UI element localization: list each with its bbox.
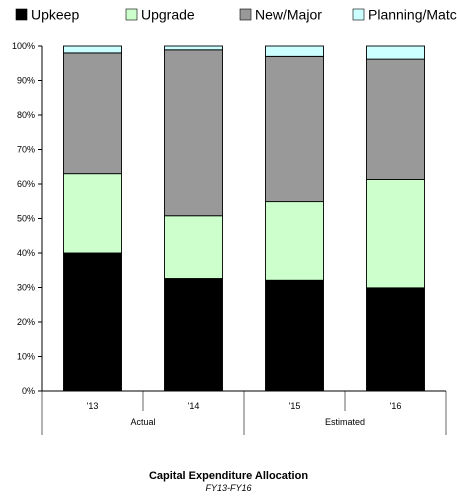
bar-segment-3-2 <box>265 45 324 57</box>
bar-segment-0-1 <box>164 278 223 392</box>
x-category-label: '15 <box>289 401 301 411</box>
y-tick-label: 20% <box>17 317 35 327</box>
legend-swatch-3 <box>352 8 365 21</box>
y-tick-label: 10% <box>17 352 35 362</box>
y-tick-label: 30% <box>17 283 35 293</box>
chart-subtitle: FY13-FY16 <box>205 483 252 493</box>
bars <box>63 45 425 392</box>
y-tick-label: 0% <box>22 386 35 396</box>
x-category-label: '16 <box>390 401 402 411</box>
y-tick-label: 70% <box>17 145 35 155</box>
legend-label-0: Upkeep <box>31 7 79 23</box>
bar-segment-2-1 <box>164 49 223 217</box>
group-label-1: Estimated <box>325 417 365 427</box>
y-axis: 0% 10% 20% 30% 40% 50% 60% 70% 80% 90% 100% <box>12 41 43 396</box>
bar-segment-1-2 <box>265 201 324 281</box>
bar-segment-2-2 <box>265 55 324 203</box>
bar-segment-3-3 <box>366 45 425 60</box>
bar-segment-0-2 <box>265 279 324 392</box>
bar-segment-3-0 <box>63 45 122 54</box>
y-tick-label: 40% <box>17 248 35 258</box>
x-axis: '13 '14 '15 '16 Actual Estimated <box>41 390 447 435</box>
bar-segment-1-0 <box>63 173 122 254</box>
legend-label-3: Planning/Matching <box>368 7 457 23</box>
y-tick-label: 50% <box>17 214 35 224</box>
group-label-0: Actual <box>130 417 155 427</box>
chart-caption: Capital Expenditure Allocation FY13-FY16 <box>0 470 457 494</box>
y-tick-label: 60% <box>17 179 35 189</box>
x-category-label: '14 <box>188 401 200 411</box>
legend-label-1: Upgrade <box>141 7 195 23</box>
legend: Upkeep Upgrade New/Major Planning/Matching <box>15 7 457 23</box>
legend-label-2: New/Major <box>255 7 322 23</box>
legend-swatch-0 <box>15 8 28 21</box>
bar-segment-1-1 <box>164 215 223 279</box>
legend-swatch-1 <box>125 8 138 21</box>
bar-segment-1-3 <box>366 179 425 289</box>
bar-segment-0-3 <box>366 287 425 392</box>
y-tick-label: 100% <box>12 41 35 51</box>
chart-title: Capital Expenditure Allocation <box>148 470 309 482</box>
legend-swatch-2 <box>239 8 252 21</box>
bar-segment-2-3 <box>366 58 425 180</box>
bar-segment-3-1 <box>164 45 223 51</box>
y-tick-label: 80% <box>17 110 35 120</box>
bar-segment-0-0 <box>63 252 122 392</box>
x-category-label: '13 <box>87 401 99 411</box>
bar-segment-2-0 <box>63 52 122 175</box>
y-tick-label: 90% <box>17 76 35 86</box>
